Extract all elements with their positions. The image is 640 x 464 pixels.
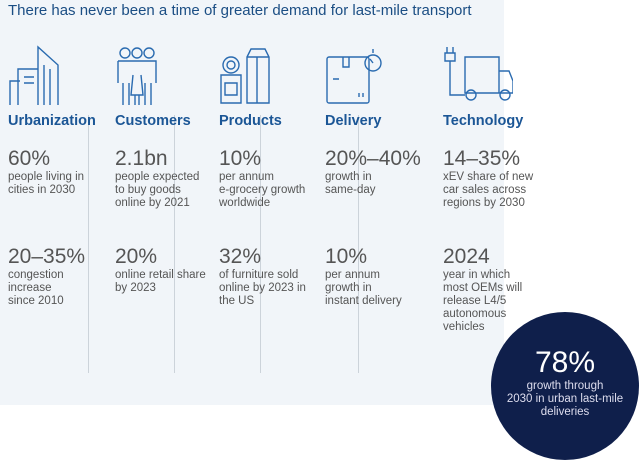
highlight-desc-line: deliveries [540,406,590,418]
stat-value: 20% [115,245,158,268]
stat-desc-line: growth in [325,171,372,183]
page-title: There has never been a time of greater d… [8,2,472,19]
stat-desc-line: autonomous [443,308,507,320]
stat-desc-line: year in which [443,269,511,281]
stat-value: 14–35% [443,147,521,170]
highlight-desc-line: growth through [526,380,604,392]
stat-desc-line: people expected [115,171,200,183]
highlight-circle: 78% growth through 2030 in urban last-mi… [491,312,639,460]
stat-desc-line: to buy goods [115,184,181,196]
stat-desc-line: most OEMs will [443,282,523,294]
stat-value: 20%–40% [325,147,421,170]
stat: 60% people living in cities in 2030 [8,147,84,197]
stat: 20% online retail share by 2023 [115,245,206,295]
stat-desc-line: of furniture sold [219,269,299,281]
stat-value: 2024 [443,245,490,268]
stat-desc-line: regions by 2030 [443,197,525,209]
column-heading: Urbanization [8,113,96,129]
stat-value: 10% [325,245,368,268]
stat-desc-line: by 2023 [115,282,156,294]
stat-desc-line: per annum [325,269,380,281]
stat-desc-line: same-day [325,184,376,196]
stat: 20%–40% growth in same-day [325,147,421,197]
column-heading: Products [219,113,282,129]
column-divider [88,115,89,373]
column-heading: Customers [115,113,191,129]
stat-desc-line: release L4/5 [443,295,507,307]
stat: 10% per annum e-grocery growth worldwide [219,147,305,210]
stat-desc-line: people living in [8,171,85,183]
column-customers: Customers 2.1bn people expected to buy good… [115,45,206,294]
column-products: Products 10% per annum e-grocery growth worl… [219,45,306,307]
stat: 10% per annum growth in instant delivery [325,245,402,308]
stat-desc-line: xEV share of new [443,171,534,183]
stat-value: 60% [8,147,51,170]
column-delivery: Delivery 20%–40% growth in same-day 10% per a… [325,45,421,307]
stat: 32% of furniture sold online by 2023 in the… [219,245,306,308]
column-technology: Technology 14–35% xEV share of new car sale… [443,45,533,333]
highlight-desc-line: 2030 in urban last-mile [506,393,624,405]
stat-desc-line: since 2010 [8,295,64,307]
stat-value: 20–35% [8,245,86,268]
stat-value: 2.1bn [115,147,168,170]
stat-desc-line: per annum [219,171,274,183]
stat-value: 10% [219,147,262,170]
stat-desc-line: car sales across [443,184,527,196]
stat-desc-line: online by 2023 in [219,282,306,294]
stat-desc-line: instant delivery [325,295,402,307]
stat-desc-line: growth in [325,282,372,294]
stat-value: 32% [219,245,262,268]
column-heading: Delivery [325,113,382,129]
background-panel [0,0,504,405]
groceries-icon [219,45,289,107]
highlight-value: 78% [534,346,596,379]
stat-desc-line: worldwide [219,197,271,209]
city-buildings-icon [8,45,78,107]
electric-truck-icon [443,45,514,107]
stat-desc-line: e-grocery growth [219,184,306,196]
stat: 14–35% xEV share of new car sales across re… [443,147,533,210]
stat-desc-line: online by 2021 [115,197,190,209]
package-stopwatch-icon [325,45,395,107]
column-urbanization: Urbanization 60% people living in cities in… [8,45,96,307]
stat-desc-line: cities in 2030 [8,184,76,196]
stat: 20–35% congestion increase since 2010 [8,245,85,308]
stat-desc-line: vehicles [443,321,485,333]
stat-desc-line: the US [219,295,255,307]
people-group-icon [115,45,185,107]
stat: 2.1bn people expected to buy goods online b… [115,147,199,210]
column-divider [358,115,359,373]
column-divider [260,115,261,373]
stat-desc-line: increase [8,282,52,294]
column-heading: Technology [443,113,524,129]
column-divider [174,115,175,373]
stat-desc-line: congestion [8,269,64,281]
stat: 2024 year in which most OEMs will release L… [443,245,522,334]
stat-desc-line: online retail share [115,269,206,281]
